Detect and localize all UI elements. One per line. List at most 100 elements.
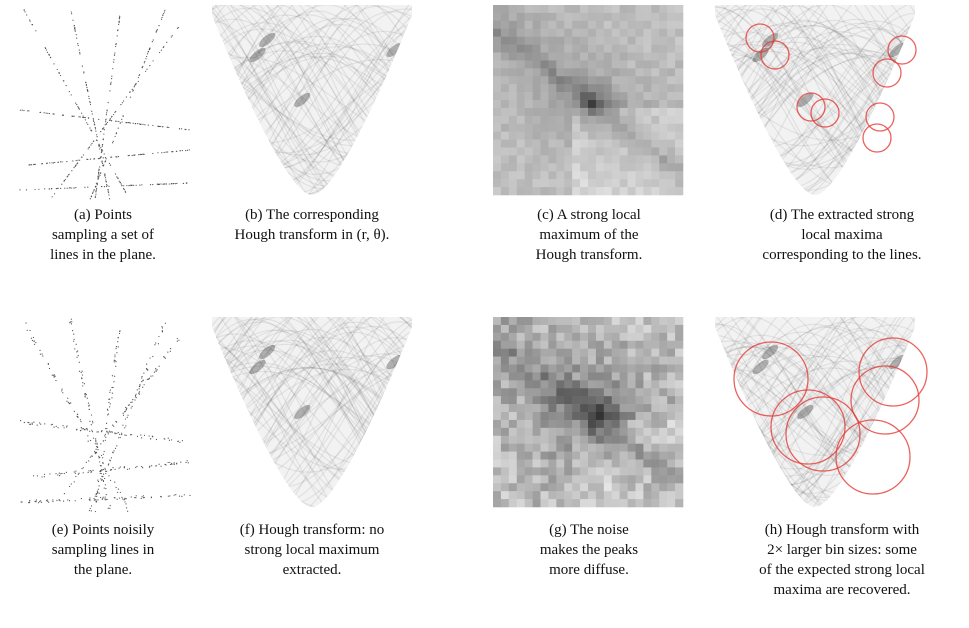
hough-curve	[212, 5, 412, 195]
sample-point	[135, 497, 137, 499]
grid-cell	[524, 435, 533, 444]
sample-point	[32, 336, 35, 339]
sample-point	[123, 188, 125, 191]
grid-cell	[508, 163, 518, 172]
sample-point	[187, 462, 189, 464]
hough-curve	[212, 5, 412, 195]
sample-point	[148, 48, 151, 51]
sample-point	[115, 346, 118, 348]
sample-point	[54, 161, 56, 164]
grid-cell	[540, 388, 549, 397]
grid-cell	[588, 76, 597, 85]
sample-point	[167, 495, 170, 497]
grid-cell	[532, 28, 541, 37]
sample-point	[119, 330, 121, 332]
grid-cell	[611, 131, 620, 140]
sample-point	[87, 440, 89, 442]
sample-point	[180, 461, 182, 463]
grid-cell	[651, 427, 660, 437]
grid-cell	[508, 76, 518, 85]
sample-point	[124, 434, 126, 436]
grid-cell	[651, 171, 660, 180]
grid-cell	[595, 396, 605, 405]
sample-point	[68, 187, 70, 189]
sample-point	[136, 389, 138, 391]
hough-curve	[715, 323, 915, 429]
grid-cell	[595, 107, 605, 117]
caption: (c) A strong local maximum of the Hough tr…	[469, 205, 709, 265]
grid-cell	[627, 467, 636, 476]
sample-point	[126, 121, 128, 124]
grid-cell	[619, 491, 628, 500]
sample-point	[156, 183, 159, 185]
sample-point	[118, 18, 120, 20]
grid-cell	[635, 44, 644, 53]
grid-cell	[603, 123, 613, 132]
grid-cell	[619, 372, 628, 381]
sample-point	[168, 183, 170, 185]
grid-cell	[603, 155, 613, 164]
sample-point	[77, 350, 79, 352]
grid-cell	[651, 356, 660, 365]
sample-point	[80, 498, 83, 500]
grid-cell	[635, 317, 644, 326]
sample-point	[94, 195, 96, 197]
sample-point	[67, 499, 69, 501]
hough-curve	[715, 24, 915, 117]
sample-point	[89, 430, 91, 432]
grid-cell	[595, 443, 605, 452]
sample-point	[77, 43, 79, 45]
sample-point	[99, 144, 101, 147]
grid-cell	[667, 380, 676, 389]
sample-point	[105, 158, 107, 160]
grid-cell	[516, 36, 525, 45]
sample-point	[94, 450, 96, 453]
sample-point	[33, 340, 35, 343]
hough-curve	[212, 317, 412, 507]
grid-cell	[643, 100, 652, 109]
caption-line: of the expected strong local	[759, 562, 925, 578]
sample-point	[99, 157, 101, 160]
sample-point	[152, 60, 154, 62]
grid-cell	[659, 443, 668, 452]
grid-cell	[627, 163, 636, 172]
grid-cell	[524, 76, 533, 85]
grid-cell	[651, 12, 660, 22]
sample-point	[130, 184, 132, 186]
sample-point	[148, 466, 151, 468]
sample-point	[43, 476, 45, 478]
grid-cell	[508, 179, 518, 188]
grid-cell	[627, 459, 636, 468]
sample-point	[66, 160, 68, 163]
hough-curve	[212, 56, 412, 109]
hough-curve	[715, 324, 915, 448]
grid-cell	[548, 107, 557, 117]
sample-point	[99, 472, 101, 474]
grid-cell	[548, 427, 557, 437]
sample-point	[26, 14, 28, 16]
sample-point	[72, 160, 74, 162]
sample-point	[23, 421, 26, 424]
sample-point	[173, 463, 175, 465]
grid-cell	[508, 60, 518, 69]
grid-cell	[516, 187, 525, 196]
sample-point	[29, 164, 31, 166]
grid-cell	[548, 5, 557, 14]
grid-cell	[516, 475, 525, 484]
grid-cell	[619, 44, 628, 53]
grid-cell	[540, 100, 549, 109]
grid-cell	[667, 467, 676, 476]
grid-cell	[508, 20, 518, 30]
grid-cell	[659, 44, 668, 53]
grid-cell	[675, 155, 684, 164]
grid-cell	[493, 356, 502, 365]
sample-point	[96, 492, 98, 495]
sample-point	[35, 501, 37, 503]
sample-point	[93, 140, 95, 142]
sample-point	[113, 497, 116, 499]
grid-cell	[548, 20, 557, 30]
grid-cell	[659, 364, 668, 373]
grid-cell	[667, 100, 676, 109]
grid-cell	[635, 467, 644, 476]
grid-cell	[627, 396, 636, 405]
